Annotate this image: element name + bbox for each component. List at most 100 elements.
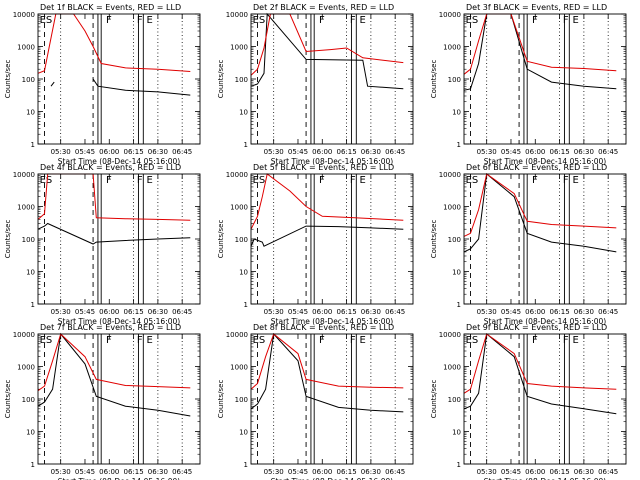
x-tick-label: 05:30 (477, 148, 497, 156)
x-tick-label: 06:00 (99, 148, 119, 156)
y-tick-label: 1 (31, 301, 35, 309)
x-axis-label: Start Time (08-Dec-14 05:16:00) (484, 157, 606, 166)
panel-6f: Det 6f BLACK = Events, RED = LLD Counts/s… (430, 163, 627, 326)
panel-1f: Det 1f BLACK = Events, RED = LLD Counts/s… (4, 3, 201, 166)
x-tick-label: 06:45 (598, 148, 618, 156)
series-events-line (463, 333, 617, 415)
y-axis-label: Counts/sec (430, 60, 438, 99)
x-tick-label: 06:15 (336, 148, 356, 156)
panel-4f: Det 4f BLACK = Events, RED = LLD Counts/s… (4, 163, 201, 326)
x-tick-label: 05:30 (477, 308, 497, 316)
panel-title: Det 9f BLACK = Events, RED = LLD (466, 323, 607, 332)
flag-label: E (147, 335, 153, 346)
x-tick-label: 05:30 (264, 148, 284, 156)
y-axis-label: Counts/sec (4, 60, 12, 99)
y-axis-label: Counts/sec (217, 220, 225, 259)
x-tick-label: 06:15 (336, 308, 356, 316)
y-tick-label: 100 (22, 76, 35, 84)
panel-title: Det 5f BLACK = Events, RED = LLD (253, 163, 394, 172)
y-tick-label: 1000 (17, 204, 35, 212)
flag-label: E (147, 15, 153, 26)
y-tick-label: 1000 (230, 44, 248, 52)
x-axis-label: Start Time (08-Dec-14 05:16:00) (58, 477, 180, 480)
y-tick-label: 1000 (443, 44, 461, 52)
x-tick-label: 06:30 (361, 468, 381, 476)
x-tick-label: 06:30 (574, 308, 594, 316)
plot-frame (250, 13, 414, 145)
flag-label: E (360, 175, 366, 186)
x-tick-label: 06:00 (525, 148, 545, 156)
y-tick-label: 100 (235, 236, 248, 244)
plot-frame (37, 173, 201, 305)
flag-label: F (532, 15, 538, 26)
y-tick-label: 1000 (230, 364, 248, 372)
series-lld-line (250, 173, 404, 230)
series-events-line (250, 12, 404, 90)
series-lld-line (250, 13, 404, 76)
panel-3f: Det 3f BLACK = Events, RED = LLD Counts/s… (430, 3, 627, 166)
flag-label: F (319, 15, 325, 26)
y-axis-label: Counts/sec (217, 380, 225, 419)
y-tick-label: 10 (239, 429, 248, 437)
y-tick-label: 100 (22, 396, 35, 404)
flag-label: F (532, 335, 538, 346)
series-events-line (37, 222, 191, 245)
y-tick-label: 100 (448, 396, 461, 404)
flag-label: F (319, 335, 325, 346)
x-tick-label: 06:45 (172, 468, 192, 476)
x-tick-label: 06:00 (99, 468, 119, 476)
flag-label: F (137, 175, 143, 186)
y-tick-label: 10000 (439, 331, 461, 339)
flag-label: F (319, 175, 325, 186)
flag-label: ES (466, 335, 479, 346)
series-events-line (463, 173, 617, 253)
y-tick-label: 1 (457, 461, 461, 469)
y-tick-label: 10000 (226, 11, 248, 19)
flag-label: F (563, 15, 569, 26)
y-tick-label: 1 (457, 301, 461, 309)
x-tick-label: 06:15 (123, 308, 143, 316)
x-tick-label: 05:45 (75, 308, 95, 316)
x-tick-label: 06:15 (123, 148, 143, 156)
x-tick-label: 06:45 (385, 468, 405, 476)
flag-label: F (350, 175, 356, 186)
y-tick-label: 100 (235, 396, 248, 404)
x-tick-label: 06:30 (148, 148, 168, 156)
y-tick-label: 10000 (13, 171, 35, 179)
x-axis-label: Start Time (08-Dec-14 05:16:00) (271, 317, 393, 326)
x-tick-label: 06:15 (549, 308, 569, 316)
y-tick-label: 1000 (17, 364, 35, 372)
plot-frame (463, 13, 627, 145)
flag-label: F (532, 175, 538, 186)
y-tick-label: 1 (31, 461, 35, 469)
series-lld-line (463, 13, 617, 75)
panel-title: Det 2f BLACK = Events, RED = LLD (253, 3, 394, 12)
plot-frame (37, 13, 201, 145)
x-tick-label: 05:30 (264, 468, 284, 476)
flag-label: E (573, 175, 579, 186)
y-tick-label: 1 (244, 301, 248, 309)
plot-frame (250, 333, 414, 465)
panel-title: Det 1f BLACK = Events, RED = LLD (40, 3, 181, 12)
x-tick-label: 06:00 (312, 148, 332, 156)
panel-2f: Det 2f BLACK = Events, RED = LLD Counts/s… (217, 3, 414, 166)
x-axis-label: Start Time (08-Dec-14 05:16:00) (484, 477, 606, 480)
flag-label: E (147, 175, 153, 186)
flag-label: E (360, 335, 366, 346)
series-events-line (37, 332, 191, 417)
panel-title: Det 7f BLACK = Events, RED = LLD (40, 323, 181, 332)
flag-label: F (137, 15, 143, 26)
x-tick-label: 06:45 (385, 148, 405, 156)
flag-label: F (106, 175, 112, 186)
flag-label: F (106, 15, 112, 26)
x-tick-label: 05:45 (288, 308, 308, 316)
y-tick-label: 10000 (13, 331, 35, 339)
x-tick-label: 06:45 (172, 148, 192, 156)
flag-label: ES (466, 15, 479, 26)
y-tick-label: 10000 (13, 11, 35, 19)
series-lld-line (463, 173, 617, 237)
x-tick-label: 06:45 (598, 468, 618, 476)
flag-label: E (360, 15, 366, 26)
x-axis-label: Start Time (08-Dec-14 05:16:00) (484, 317, 606, 326)
y-tick-label: 1 (244, 461, 248, 469)
